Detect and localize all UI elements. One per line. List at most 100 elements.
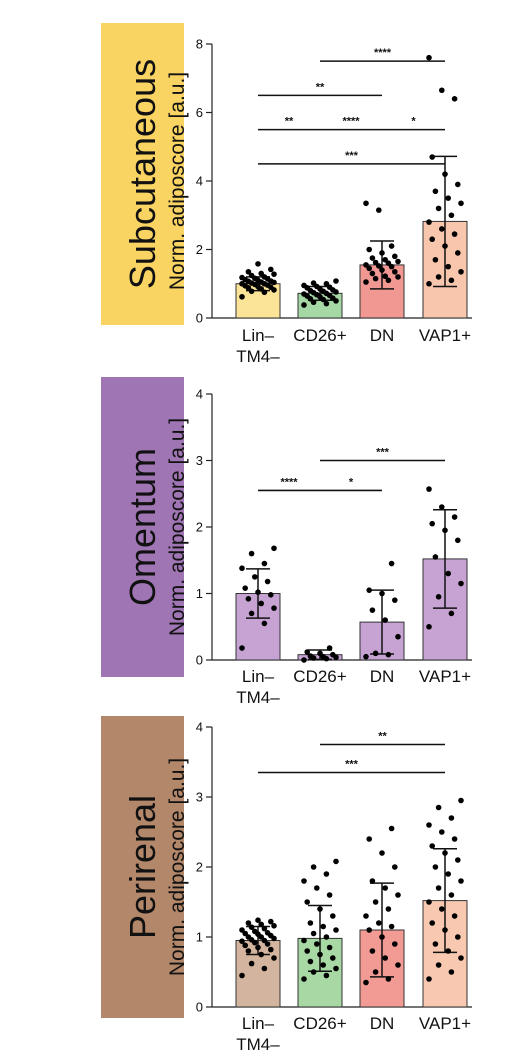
data-point bbox=[252, 928, 258, 935]
data-point bbox=[445, 263, 452, 270]
data-point bbox=[317, 650, 323, 657]
data-point bbox=[455, 857, 461, 863]
data-point bbox=[271, 923, 277, 929]
significance-label: *** bbox=[345, 759, 359, 771]
data-point bbox=[395, 892, 401, 898]
data-point bbox=[376, 207, 382, 213]
data-point bbox=[258, 270, 265, 277]
category-label: VAP1+ bbox=[419, 1014, 471, 1033]
category-label: VAP1+ bbox=[419, 326, 471, 345]
data-point bbox=[264, 930, 271, 936]
data-point bbox=[239, 938, 245, 944]
data-point bbox=[458, 268, 464, 275]
data-point bbox=[258, 921, 265, 928]
data-point bbox=[448, 277, 455, 284]
y-tick-label: 3 bbox=[196, 790, 203, 805]
data-point bbox=[372, 650, 379, 657]
data-point bbox=[239, 645, 245, 651]
data-point bbox=[435, 594, 442, 600]
data-point bbox=[369, 878, 376, 884]
data-point bbox=[268, 266, 274, 273]
data-point bbox=[264, 578, 271, 585]
significance-label: ** bbox=[378, 731, 387, 743]
data-point bbox=[314, 885, 320, 891]
data-point bbox=[426, 899, 432, 905]
data-point bbox=[429, 154, 436, 160]
data-point bbox=[385, 277, 392, 284]
data-point bbox=[255, 944, 261, 951]
data-point bbox=[363, 979, 369, 986]
data-point bbox=[382, 885, 389, 891]
data-point bbox=[395, 274, 401, 280]
data-point bbox=[442, 927, 448, 933]
significance-label: **** bbox=[374, 47, 392, 59]
data-point bbox=[333, 965, 339, 972]
data-point bbox=[388, 560, 395, 567]
data-point bbox=[382, 256, 389, 263]
category-label: CD26+ bbox=[293, 326, 346, 345]
data-point bbox=[242, 585, 248, 591]
data-point bbox=[366, 587, 373, 593]
data-point bbox=[239, 274, 245, 281]
y-axis-label: Norm. adiposcore [a.u.] bbox=[166, 72, 189, 290]
data-point bbox=[432, 864, 439, 870]
data-point bbox=[369, 255, 376, 261]
data-point bbox=[258, 951, 265, 958]
data-point bbox=[310, 280, 317, 286]
data-point bbox=[392, 597, 398, 603]
data-point bbox=[301, 878, 307, 884]
data-point bbox=[255, 261, 261, 267]
data-point bbox=[388, 243, 395, 249]
data-point bbox=[379, 590, 385, 597]
data-point bbox=[363, 200, 369, 207]
data-point bbox=[261, 925, 268, 932]
y-tick-label: 0 bbox=[196, 311, 203, 326]
data-point bbox=[323, 934, 330, 940]
data-point bbox=[301, 302, 307, 308]
data-point bbox=[369, 948, 376, 954]
data-point bbox=[314, 941, 320, 947]
data-point bbox=[317, 906, 323, 912]
chart-perirenal: 0 1 2 3 4 Norm. adiposcore [a.u.] Lin– TM4– CD26… bbox=[166, 720, 472, 1054]
data-point bbox=[301, 291, 307, 297]
significance-label: ** bbox=[316, 81, 325, 93]
data-point bbox=[301, 657, 307, 663]
data-point bbox=[320, 923, 327, 930]
significance-label: **** bbox=[280, 476, 298, 488]
data-point bbox=[310, 864, 317, 870]
data-point bbox=[363, 653, 369, 660]
data-point bbox=[395, 633, 401, 640]
data-point bbox=[458, 797, 464, 804]
panel-label-box: Omentum bbox=[101, 377, 184, 677]
data-point bbox=[451, 836, 458, 842]
data-point bbox=[330, 955, 336, 961]
data-point bbox=[455, 934, 461, 940]
data-point bbox=[271, 605, 277, 611]
data-point bbox=[379, 934, 385, 940]
panel-omentum: Omentum 0 1 2 3 4 Norm. adiposcore [a.u.] Lin–… bbox=[0, 372, 519, 712]
y-tick-label: 4 bbox=[196, 720, 203, 735]
data-point bbox=[245, 268, 252, 275]
data-point bbox=[448, 212, 455, 219]
data-point bbox=[382, 617, 389, 623]
category-label: Lin– bbox=[242, 1014, 275, 1033]
data-point bbox=[392, 253, 398, 260]
data-point bbox=[439, 504, 445, 510]
category-label: Lin– bbox=[242, 667, 275, 686]
data-point bbox=[248, 550, 255, 557]
data-point bbox=[330, 913, 336, 919]
data-point bbox=[435, 885, 442, 891]
category-label: CD26+ bbox=[293, 667, 346, 686]
data-point bbox=[245, 920, 252, 926]
y-axis-label: Norm. adiposcore [a.u.] bbox=[166, 418, 189, 636]
y-tick-label: 0 bbox=[196, 653, 203, 668]
data-point bbox=[304, 899, 311, 905]
y-tick-label: 2 bbox=[196, 242, 203, 257]
data-point bbox=[242, 942, 248, 949]
y-tick-label: 1 bbox=[196, 586, 203, 601]
significance-label: ** bbox=[285, 116, 294, 128]
data-point bbox=[445, 195, 452, 201]
data-point bbox=[363, 262, 369, 268]
data-point bbox=[307, 653, 314, 659]
data-point bbox=[455, 181, 461, 188]
